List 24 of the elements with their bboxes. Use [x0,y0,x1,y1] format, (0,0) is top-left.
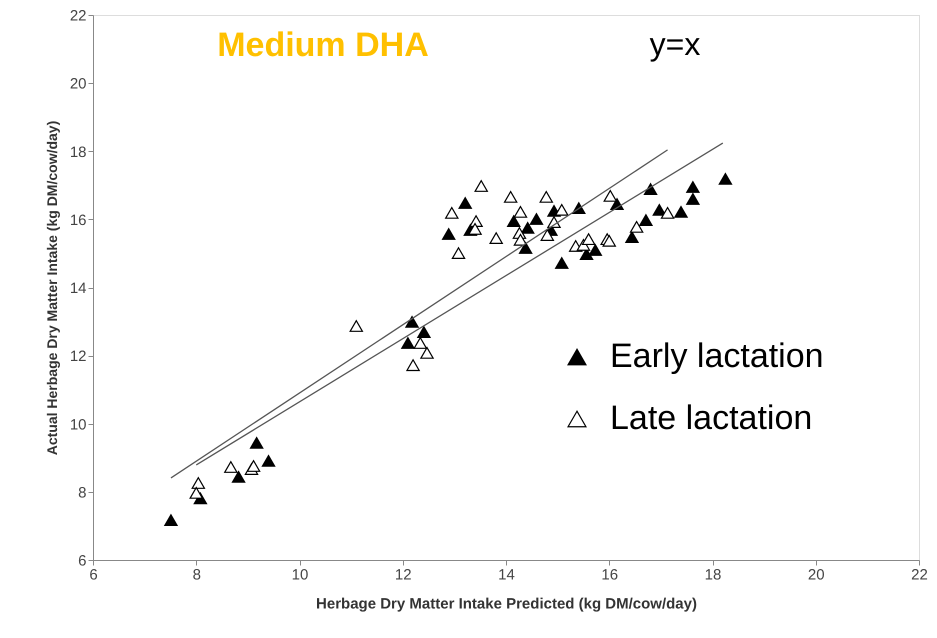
legend-label: Late lactation [610,399,812,437]
y-tick-label: 18 [70,144,86,161]
x-tick-label: 8 [192,566,201,584]
y-tick-label: 14 [70,280,86,297]
x-axis-title: Herbage Dry Matter Intake Predicted (kg DM/cow/day) [316,596,697,612]
x-tick-label: 16 [601,566,618,584]
y-tick-label: 22 [70,8,86,24]
chart-title: Medium DHA [217,26,429,64]
y-axis-title: Actual Herbage Dry Matter Intake (kg DM/cow/day) [44,120,60,456]
x-tick-label: 14 [498,566,515,584]
x-tick-label: 18 [704,566,722,584]
x-tick-label: 12 [394,566,412,584]
y-tick-label: 10 [70,416,86,434]
y-tick-label: 6 [78,552,86,570]
y-tick-label: 20 [70,76,86,93]
y-tick-label: 8 [78,484,86,502]
y-tick-label: 12 [70,348,86,366]
x-tick-label: 20 [808,566,825,584]
x-tick-label: 6 [89,566,98,584]
x-tick-label: 22 [911,566,928,584]
x-tick-label: 10 [292,566,308,584]
legend-label: Early lactation [610,337,824,375]
annotation: y=x [650,26,700,62]
y-tick-label: 16 [70,212,86,229]
